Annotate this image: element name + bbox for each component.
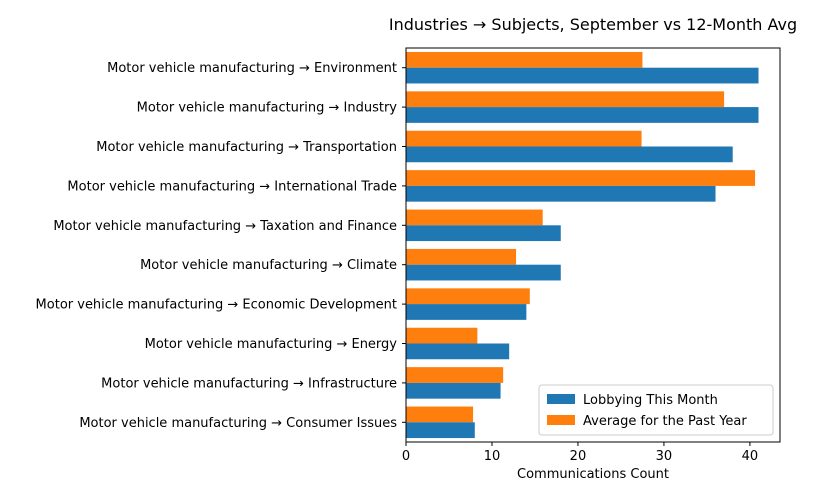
axes-group [405,47,781,443]
bar-lobbying-this-month [406,422,475,439]
legend-label: Lobbying This Month [583,393,718,408]
x-tick-label: 0 [402,449,410,464]
bar-lobbying-this-month [406,382,501,399]
y-tick-label: Motor vehicle manufacturing → Taxation a… [53,219,397,234]
bar-lobbying-this-month [406,343,510,360]
bar-average-past-year [406,170,756,186]
legend-swatch [547,394,575,404]
x-tick-label: 30 [656,449,673,464]
bar-average-past-year [406,248,517,265]
bar-average-past-year [406,288,530,305]
bar-average-past-year [406,51,643,68]
bar-lobbying-this-month [406,304,527,320]
y-tick-label: Motor vehicle manufacturing → Consumer I… [79,416,397,431]
y-tick-labels: Motor vehicle manufacturing → Environmen… [36,61,406,431]
bar-lobbying-this-month [406,146,733,163]
bar-average-past-year [406,209,543,226]
bar-lobbying-this-month [406,185,716,202]
legend: Lobbying This Month Average for the Past … [538,384,774,436]
x-tick-label: 40 [742,449,759,464]
y-tick-label: Motor vehicle manufacturing → Economic D… [36,298,397,313]
y-tick-label: Motor vehicle manufacturing → Infrastruc… [101,376,397,391]
legend-box [538,384,774,436]
y-tick-label: Motor vehicle manufacturing → Climate [140,258,397,273]
x-tick-labels: 0 10 20 30 40 [402,442,758,464]
bar-average-past-year [406,91,725,108]
bar-lobbying-this-month [406,264,561,281]
legend-label: Average for the Past Year [583,414,747,429]
bar-average-past-year [406,130,642,147]
legend-swatch [547,415,575,425]
plot-frame [405,47,781,443]
bar-lobbying-this-month [406,67,759,84]
bar-average-past-year [406,367,504,383]
bars-group [406,51,759,439]
y-tick-label: Motor vehicle manufacturing → Energy [145,337,398,352]
x-tick-label: 10 [484,449,501,464]
x-tick-label: 20 [570,449,587,464]
bar-average-past-year [406,406,474,423]
y-tick-label: Motor vehicle manufacturing → Transporta… [96,140,397,155]
bar-average-past-year [406,327,478,344]
bar-lobbying-this-month [406,107,759,123]
y-tick-label: Motor vehicle manufacturing → Industry [137,101,398,116]
bar-lobbying-this-month [406,225,561,242]
y-tick-label: Motor vehicle manufacturing → Environmen… [107,61,397,76]
x-axis-label: Communications Count [517,467,669,482]
chart-title: Industries → Subjects, September vs 12-M… [389,15,797,34]
y-tick-label: Motor vehicle manufacturing → Internatio… [67,179,397,194]
